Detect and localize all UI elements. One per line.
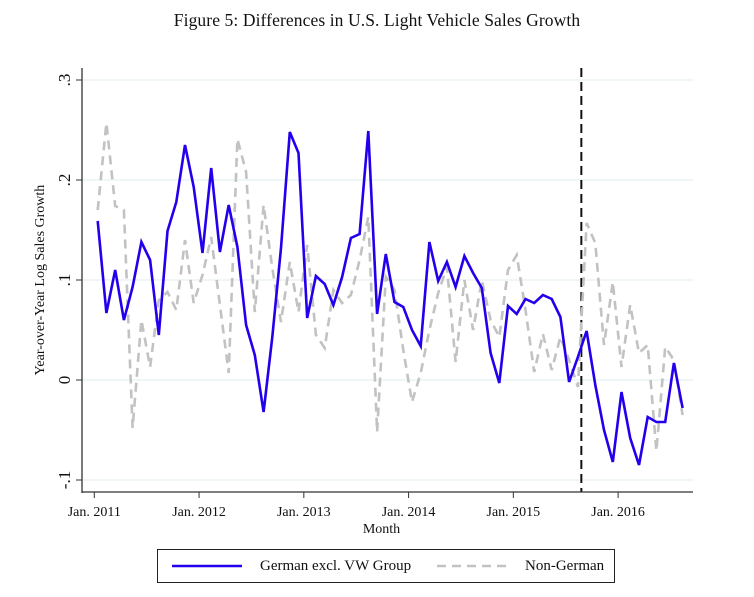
- x-tick-label: Jan. 2013: [277, 505, 331, 520]
- y-ticks: .3 .2 .1 0 -.1: [55, 74, 82, 489]
- series-line-non-german: [96, 122, 684, 452]
- x-tick-label: Jan. 2011: [68, 505, 121, 520]
- series-line-german: [96, 130, 684, 466]
- legend-swatch-solid: [172, 564, 242, 568]
- y-tick-label: .1: [55, 274, 74, 287]
- x-ticks: Jan. 2011 Jan. 2012 Jan. 2013 Jan. 2014 Jan.…: [68, 492, 645, 520]
- legend-item-german: German excl. VW Group: [172, 550, 411, 582]
- figure-title: Figure 5: Differences in U.S. Light Vehi…: [173, 10, 581, 30]
- y-tick-label: 0: [55, 376, 74, 385]
- legend-swatch-dashed: [437, 564, 507, 568]
- x-tick-label: Jan. 2016: [591, 505, 645, 520]
- x-axis-label: Month: [363, 522, 400, 537]
- legend-label: German excl. VW Group: [260, 557, 412, 574]
- legend-label: Non-German: [525, 557, 605, 574]
- legend-item-non-german: Non-German: [437, 550, 604, 582]
- y-tick-label: .2: [55, 174, 74, 187]
- series-group: [96, 122, 684, 466]
- x-tick-label: Jan. 2012: [172, 505, 226, 520]
- y-axis-label: Year-over-Year Log Sales Growth: [33, 185, 48, 376]
- x-tick-label: Jan. 2014: [382, 505, 436, 520]
- y-tick-label: .3: [55, 74, 74, 87]
- x-tick-label: Jan. 2015: [487, 505, 541, 520]
- y-tick-label: -.1: [55, 471, 74, 489]
- legend: German excl. VW Group Non-German: [157, 549, 615, 583]
- line-chart: .3.2.10-.1 Jan. 2011 Jan. 2012 Jan. 2013 Ja…: [33, 68, 693, 537]
